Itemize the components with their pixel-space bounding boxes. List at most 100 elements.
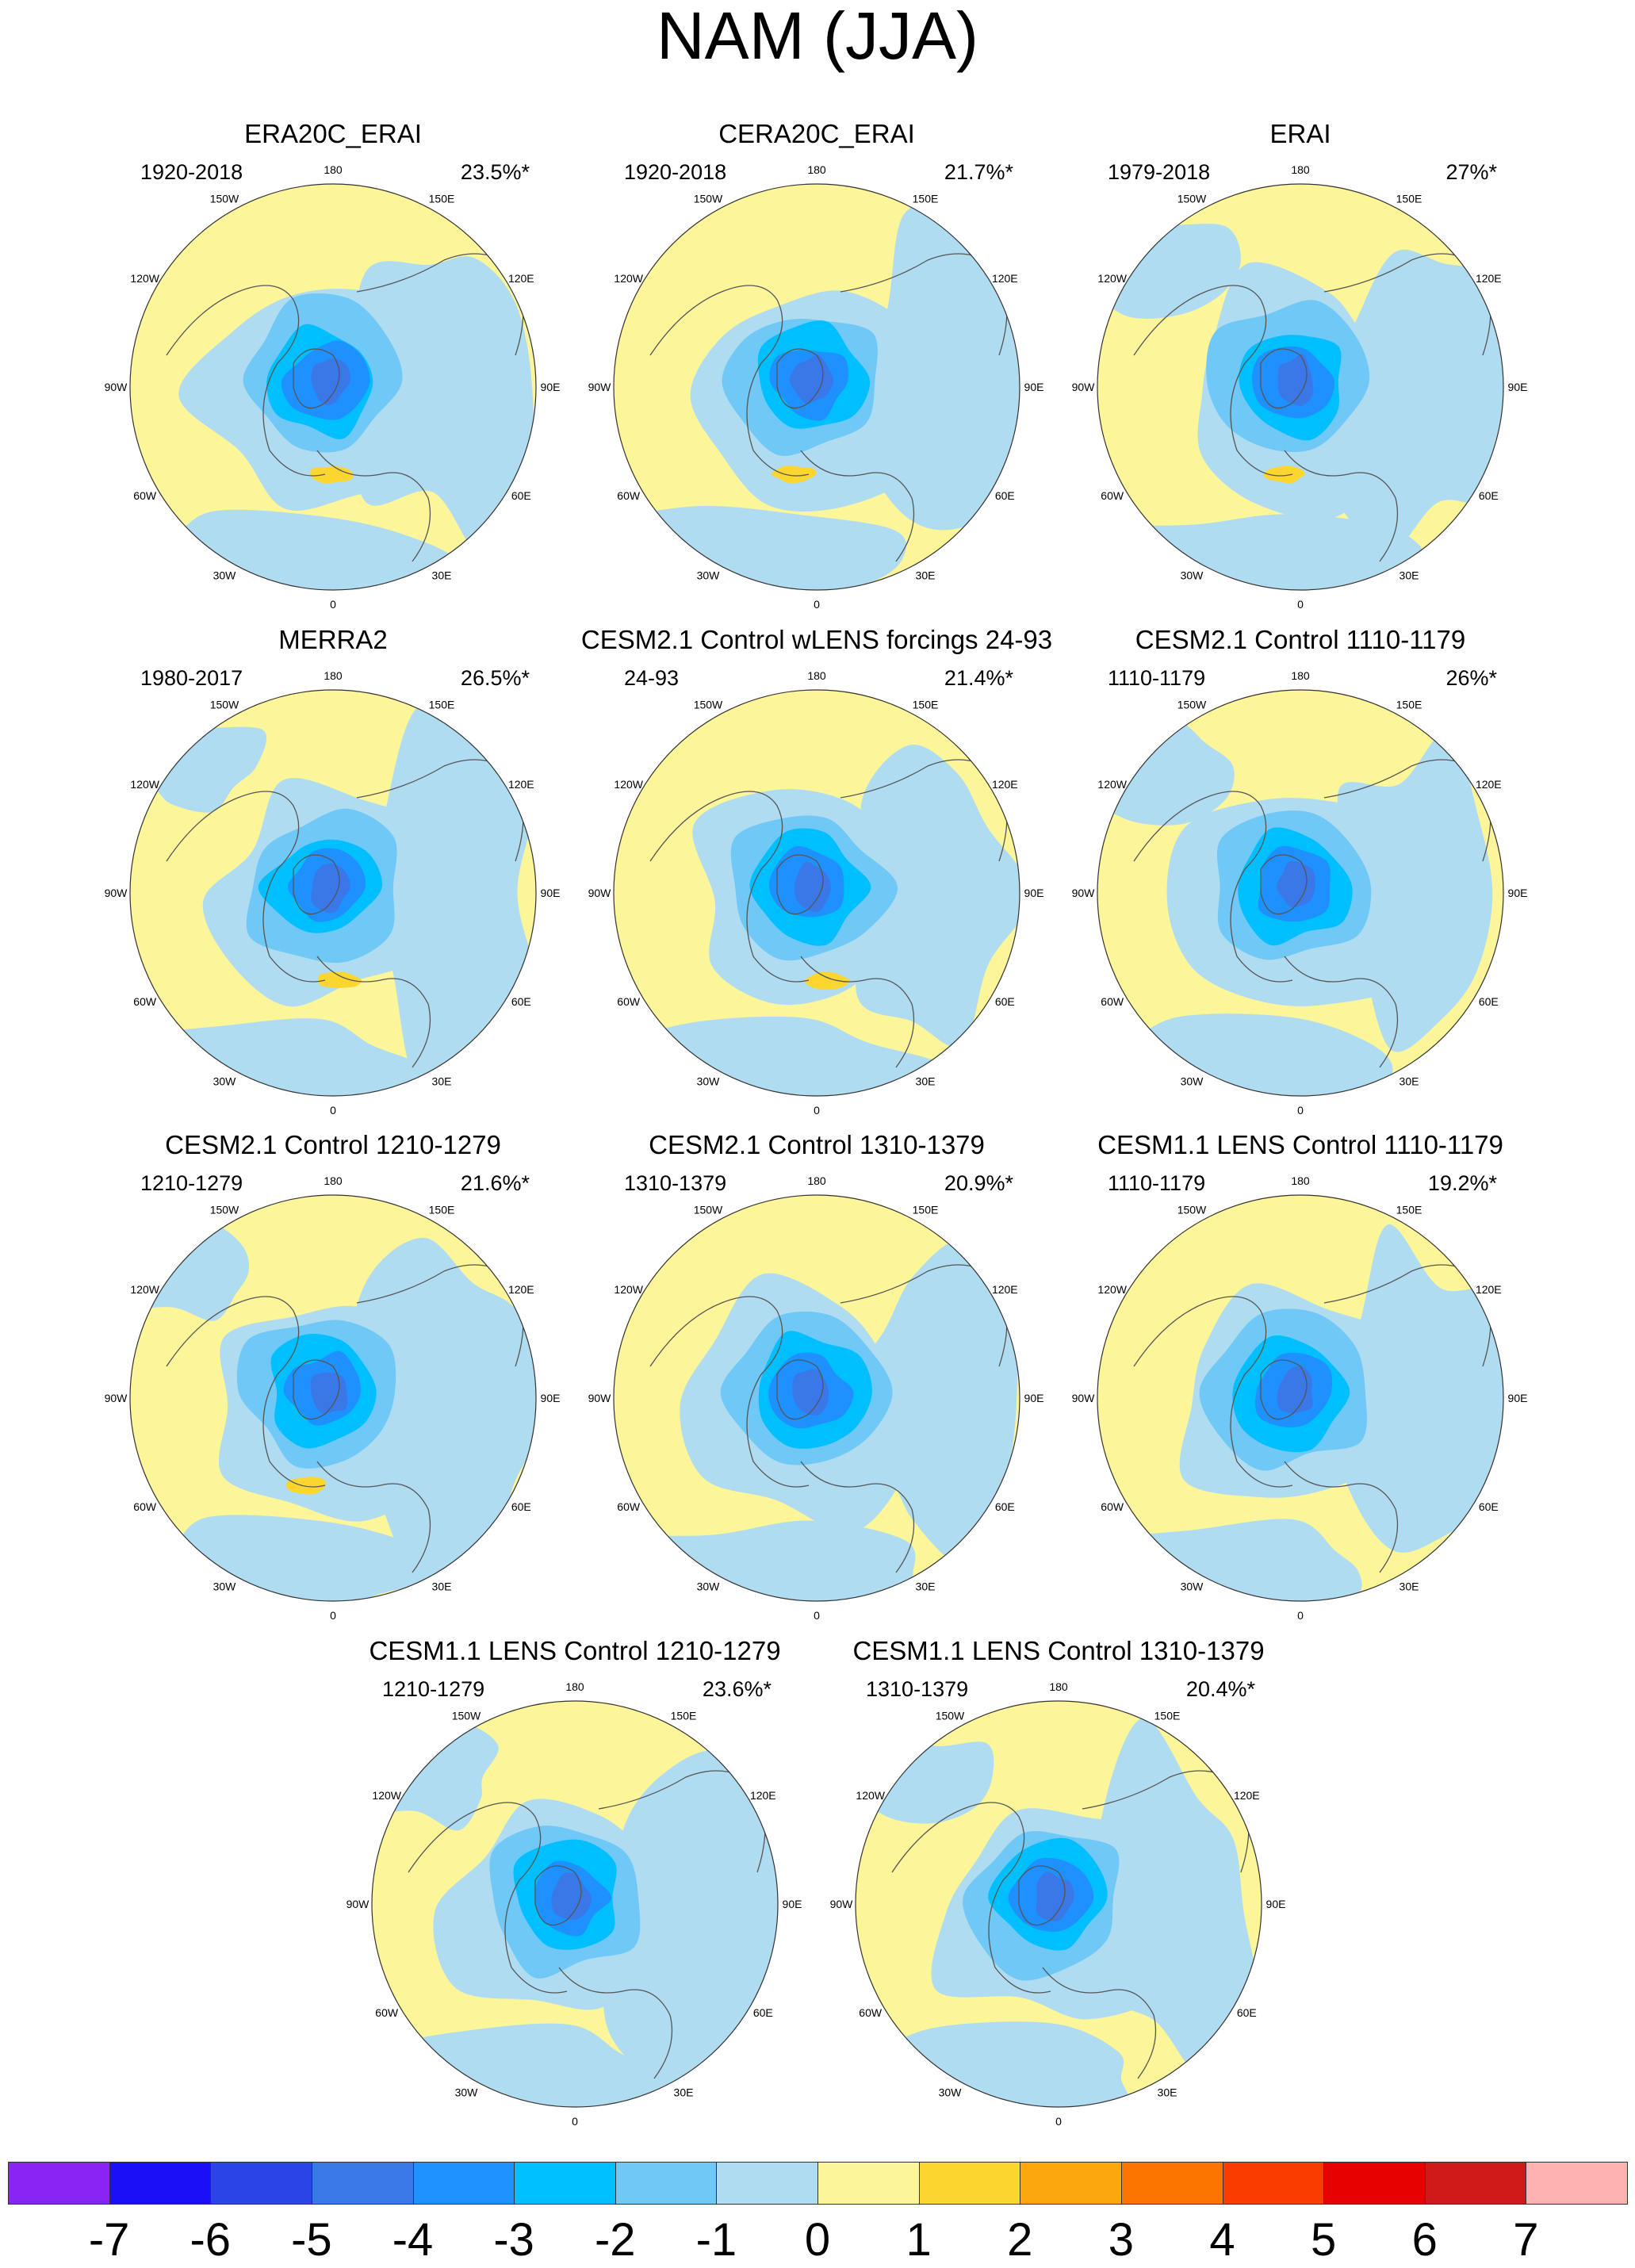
- longitude-label: 180: [807, 1174, 826, 1187]
- longitude-label: 30E: [916, 1580, 936, 1592]
- colorbar-box: [1020, 2162, 1122, 2205]
- longitude-label: 150W: [1177, 699, 1207, 711]
- polar-map: 180 150E 120E 90E 60E 30E 0 30W 60W 90W 120W 150W: [830, 1680, 1286, 2128]
- longitude-label: 90W: [1072, 1392, 1096, 1404]
- panel-title: CESM2.1 Control 1310-1379: [649, 1130, 985, 1159]
- longitude-label: 30W: [1181, 1075, 1204, 1087]
- longitude-label: 90W: [588, 1392, 612, 1404]
- longitude-label: 90E: [1508, 381, 1528, 393]
- colorbar-tick-label: -4: [392, 2214, 434, 2266]
- longitude-label: 60W: [133, 489, 157, 502]
- longitude-label: 60W: [133, 995, 157, 1008]
- longitude-label: 180: [324, 1174, 343, 1187]
- longitude-label: 30W: [1181, 1580, 1204, 1592]
- longitude-label: 150W: [210, 1204, 239, 1216]
- map-panel: CESM1.1 LENS Control 1210-1279 1210-1279 2…: [337, 1636, 813, 2143]
- panel-period: 24-93: [624, 666, 680, 690]
- colorbar-tick-label: 6: [1411, 2214, 1438, 2266]
- panel-variance: 23.6%*: [702, 1677, 772, 1701]
- longitude-label: 150E: [1154, 1710, 1181, 1722]
- polar-map: 180 150E 120E 90E 60E 30E 0 30W 60W 90W 120W 150W: [1072, 669, 1528, 1117]
- polar-map: 180 150E 120E 90E 60E 30E 0 30W 60W 90W 120W 150W: [105, 1174, 561, 1622]
- panel-period: 1210-1279: [382, 1677, 485, 1701]
- longitude-label: 150W: [210, 699, 239, 711]
- longitude-label: 120E: [992, 1283, 1018, 1296]
- colorbar-tick-label: 4: [1209, 2214, 1235, 2266]
- colorbar-tick-label: -7: [88, 2214, 130, 2266]
- longitude-label: 60W: [1101, 995, 1124, 1008]
- map-panel: CESM2.1 Control 1210-1279 1210-1279 21.6%*…: [95, 1130, 571, 1638]
- longitude-label: 30E: [432, 1075, 452, 1087]
- longitude-label: 60E: [995, 995, 1015, 1008]
- longitude-label: 180: [565, 1680, 584, 1693]
- map-panel: CESM2.1 Control 1110-1179 1110-1179 26%* 18…: [1063, 625, 1538, 1132]
- longitude-label: 60E: [1479, 995, 1499, 1008]
- panel-title: CESM1.1 LENS Control 1110-1179: [1097, 1130, 1503, 1159]
- longitude-label: 90E: [541, 887, 561, 899]
- longitude-label: 120E: [508, 272, 534, 285]
- longitude-label: 0: [572, 2115, 578, 2128]
- longitude-label: 60W: [617, 995, 641, 1008]
- longitude-label: 150E: [1396, 193, 1422, 205]
- longitude-label: 90W: [105, 1392, 128, 1404]
- map-panel: CESM1.1 LENS Control 1310-1379 1310-1379 2…: [821, 1636, 1296, 2143]
- colorbar-box: [1323, 2162, 1426, 2205]
- longitude-label: 60W: [375, 2006, 399, 2019]
- longitude-label: 120W: [1097, 272, 1127, 285]
- longitude-label: 150E: [1396, 699, 1422, 711]
- longitude-label: 60E: [1479, 489, 1499, 502]
- longitude-label: 0: [1297, 1104, 1304, 1117]
- longitude-label: 120E: [1234, 1789, 1260, 1802]
- longitude-label: 90E: [1508, 1392, 1528, 1404]
- colorbar-tick-label: -5: [291, 2214, 332, 2266]
- panel-title: CESM2.1 Control 1210-1279: [165, 1130, 501, 1159]
- longitude-label: 60E: [511, 995, 531, 1008]
- longitude-label: 150E: [913, 193, 939, 205]
- longitude-label: 90W: [1072, 887, 1096, 899]
- colorbar-box: [514, 2162, 616, 2205]
- longitude-label: 180: [1291, 1174, 1310, 1187]
- map-panel: CESM1.1 LENS Control 1110-1179 1110-1179 1…: [1063, 1130, 1538, 1638]
- longitude-label: 150W: [1177, 193, 1207, 205]
- longitude-label: 90E: [1024, 887, 1044, 899]
- colorbar-tick-label: -1: [695, 2214, 737, 2266]
- colorbar-box: [8, 2162, 110, 2205]
- longitude-label: 0: [814, 1104, 820, 1117]
- colorbar-box: [1526, 2162, 1628, 2205]
- panel-title: CESM2.1 Control 1110-1179: [1135, 625, 1466, 654]
- longitude-label: 180: [1291, 669, 1310, 682]
- polar-map: 180 150E 120E 90E 60E 30E 0 30W 60W 90W 120W 150W: [588, 669, 1044, 1117]
- colorbar-tick-label: 2: [1007, 2214, 1033, 2266]
- longitude-label: 120E: [1476, 1283, 1502, 1296]
- longitude-label: 0: [330, 598, 336, 611]
- panel-variance: 27%*: [1445, 160, 1497, 184]
- panel-title: ERAI: [1269, 119, 1331, 148]
- longitude-label: 90W: [105, 381, 128, 393]
- longitude-label: 120W: [614, 272, 643, 285]
- panel-variance: 23.5%*: [460, 160, 530, 184]
- map-panel: ERAI 1979-2018 27%* 180 150E 120E 90E 60E 30E 0 30…: [1063, 119, 1538, 626]
- panel-period: 1110-1179: [1108, 666, 1206, 690]
- panel-period: 1110-1179: [1108, 1171, 1206, 1195]
- longitude-label: 0: [814, 598, 820, 611]
- colorbar: [8, 2162, 1628, 2205]
- colorbar-box: [818, 2162, 920, 2205]
- longitude-label: 60E: [1479, 1500, 1499, 1513]
- longitude-label: 150E: [1396, 1204, 1422, 1216]
- longitude-label: 150E: [913, 1204, 939, 1216]
- longitude-label: 120W: [372, 1789, 401, 1802]
- longitude-label: 90E: [783, 1898, 802, 1910]
- panel-variance: 21.7%*: [944, 160, 1013, 184]
- longitude-label: 90W: [830, 1898, 854, 1910]
- longitude-label: 30W: [213, 1580, 237, 1592]
- longitude-label: 60W: [859, 2006, 883, 2019]
- panel-variance: 21.6%*: [460, 1171, 530, 1195]
- longitude-label: 120W: [130, 272, 159, 285]
- colorbar-box: [109, 2162, 212, 2205]
- map-panel: CERA20C_ERAI 1920-2018 21.7%* 180 150E 120E 90…: [579, 119, 1055, 626]
- longitude-label: 180: [324, 163, 343, 176]
- map-panel: CESM2.1 Control 1310-1379 1310-1379 20.9%*…: [579, 1130, 1055, 1638]
- panel-variance: 19.2%*: [1427, 1171, 1497, 1195]
- longitude-label: 60W: [1101, 1500, 1124, 1513]
- polar-map: 180 150E 120E 90E 60E 30E 0 30W 60W 90W 120W 150W: [588, 1174, 1044, 1622]
